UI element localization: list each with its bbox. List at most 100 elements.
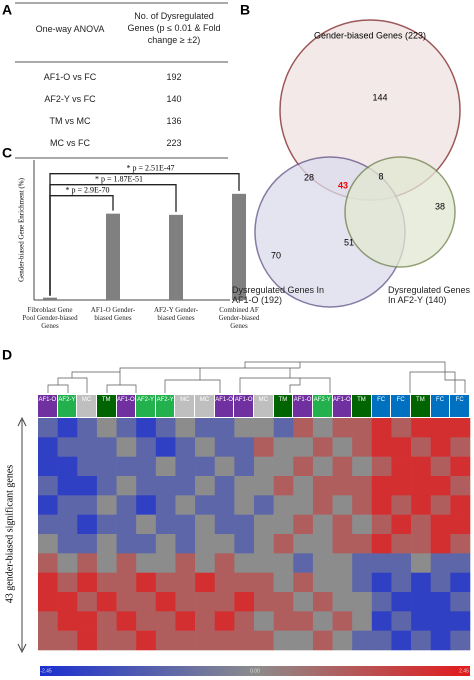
heatmap-cell xyxy=(411,514,432,535)
heatmap-cell xyxy=(254,476,274,496)
heatmap-cell xyxy=(352,495,373,515)
heatmap-cell xyxy=(312,437,333,457)
heatmap-cell xyxy=(450,437,471,457)
heatmap-cell xyxy=(430,553,451,573)
heatmap-cell xyxy=(293,418,314,438)
heatmap-cell xyxy=(214,534,235,554)
heatmap-cell xyxy=(57,553,78,573)
heatmap-cell xyxy=(391,418,412,438)
bar xyxy=(106,213,120,300)
heatmap-cell xyxy=(77,418,98,438)
annotation: * p = 2.51E-47 xyxy=(126,163,174,172)
heatmap-cell xyxy=(214,495,235,515)
heatmap-cell xyxy=(371,456,392,477)
panel-label: D xyxy=(2,347,12,363)
heatmap-cell xyxy=(214,476,235,496)
heatmap-cell xyxy=(38,495,58,515)
heatmap-cell xyxy=(450,418,471,438)
heatmap-cell xyxy=(96,476,117,496)
heatmap-cell xyxy=(273,630,294,651)
heatmap-cell xyxy=(273,611,294,631)
heatmap-cell xyxy=(136,514,157,535)
heatmap-cell xyxy=(195,456,216,477)
heatmap-cell xyxy=(293,553,314,573)
heatmap-cell xyxy=(273,553,294,573)
heatmap-cell xyxy=(136,456,157,477)
heatmap-cell xyxy=(312,495,333,515)
heatmap-cell xyxy=(155,534,176,554)
heatmap-cell xyxy=(234,437,255,457)
heatmap-cell xyxy=(254,418,274,438)
panel-label: C xyxy=(2,145,12,161)
venn-label: Dysregulated Genes In AF2-Y (140) xyxy=(388,285,471,305)
venn-count: 38 xyxy=(435,201,445,211)
heatmap-cell xyxy=(38,534,58,554)
heatmap-cell xyxy=(273,592,294,612)
heatmap-cell xyxy=(312,456,333,477)
column-label: TM xyxy=(96,395,116,417)
table-cell: 223 xyxy=(166,138,182,148)
heatmap-cell xyxy=(195,418,216,438)
heatmap-cell xyxy=(411,495,432,515)
heatmap-cell xyxy=(77,476,98,496)
heatmap-cell xyxy=(352,572,373,593)
heatmap-cell xyxy=(411,456,432,477)
heatmap-cell xyxy=(411,476,432,496)
heatmap-cell xyxy=(332,495,353,515)
heatmap-cell xyxy=(155,611,176,631)
heatmap-cell xyxy=(234,514,255,535)
heatmap-cell xyxy=(195,553,216,573)
heatmap-cell xyxy=(214,418,235,438)
colorbar xyxy=(40,666,470,676)
heatmap-cell xyxy=(430,495,451,515)
heatmap-cell xyxy=(411,592,432,612)
heatmap-cell xyxy=(293,592,314,612)
heatmap-cell xyxy=(430,456,451,477)
table-cell: AF2-Y vs FC xyxy=(44,94,96,104)
heatmap-cell xyxy=(332,514,353,535)
heatmap-cell xyxy=(57,437,78,457)
table-header: One-way ANOVA xyxy=(35,24,105,34)
venn-count: 8 xyxy=(378,171,383,181)
heatmap-cell xyxy=(136,611,157,631)
heatmap-cell xyxy=(195,476,216,496)
heatmap-cell xyxy=(371,592,392,612)
heatmap-cell xyxy=(96,611,117,631)
heatmap-cell xyxy=(234,572,255,593)
heatmap-cell xyxy=(155,514,176,535)
heatmap-cell xyxy=(293,456,314,477)
heatmap-cell xyxy=(57,418,78,438)
heatmap-cell xyxy=(57,630,78,651)
column-label: AF2-Y xyxy=(136,395,155,417)
heatmap-cell xyxy=(450,514,471,535)
heatmap-cell xyxy=(96,630,117,651)
heatmap-cell xyxy=(38,418,58,438)
heatmap-cell xyxy=(116,437,137,457)
heatmap-cell xyxy=(116,572,137,593)
heatmap-cell xyxy=(155,456,176,477)
heatmap-cell xyxy=(38,572,58,593)
heatmap-cell xyxy=(391,514,412,535)
heatmap-cell xyxy=(214,553,235,573)
heatmap-cell xyxy=(391,495,412,515)
venn-count: 28 xyxy=(304,172,314,182)
heatmap-cell xyxy=(175,572,196,593)
heatmap-cell xyxy=(430,630,451,651)
heatmap-cell xyxy=(352,418,373,438)
heatmap-cell xyxy=(371,514,392,535)
heatmap-cell xyxy=(195,437,216,457)
heatmap-cell xyxy=(293,437,314,457)
table-cell: 140 xyxy=(166,94,182,104)
heatmap-cell xyxy=(391,437,412,457)
heatmap-cell xyxy=(57,476,78,496)
heatmap-cell xyxy=(352,456,373,477)
heatmap-cell xyxy=(214,592,235,612)
heatmap-cell xyxy=(116,456,137,477)
heatmap-cell xyxy=(430,572,451,593)
heatmap-cell xyxy=(312,630,333,651)
x-tick-label: Fibroblast Gene Pool Gender-biased Genes xyxy=(22,306,78,330)
heatmap-cell xyxy=(96,514,117,535)
heatmap-cell xyxy=(175,553,196,573)
